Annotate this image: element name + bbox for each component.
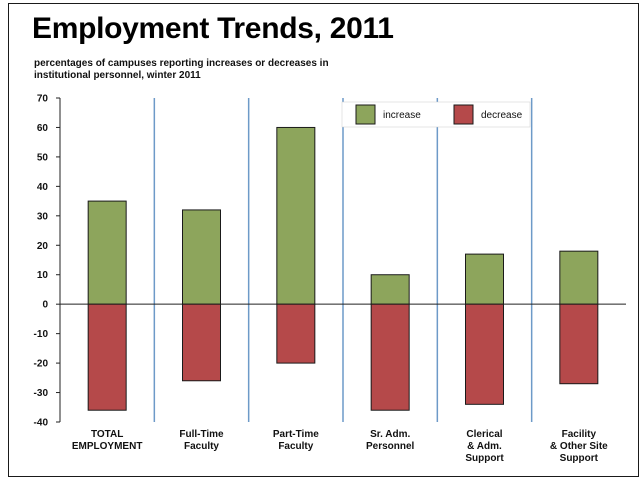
bar-decrease [276, 303, 316, 364]
x-category-label-line: & Adm. [467, 441, 502, 452]
bar-increase [370, 274, 410, 305]
bar-decrease [370, 303, 410, 411]
x-category-label-line: Facility [562, 429, 597, 440]
chart-title: Employment Trends, 2011 [32, 12, 394, 45]
bar-decrease [87, 303, 127, 411]
x-category-label-line: TOTAL [91, 429, 123, 440]
x-category-label: TOTAL EMPLOYMENT [72, 429, 143, 452]
y-tick-label: 0 [42, 300, 48, 311]
bar-decrease [465, 303, 504, 405]
y-tick-label: 40 [37, 182, 49, 193]
y-tick-label: -10 [34, 329, 49, 340]
x-category-label-line: Faculty [278, 441, 313, 452]
y-tick-label: -30 [34, 388, 49, 399]
x-category-label-line: Support [560, 453, 599, 464]
bar-increase [182, 209, 221, 305]
bar-increase [87, 200, 127, 305]
x-category-label: Facility & Other Site Support [550, 429, 608, 464]
x-category-label-line: & Other Site [550, 441, 608, 452]
legend-label-increase: increase [383, 110, 421, 121]
x-category-label-line: Sr. Adm. [370, 429, 410, 440]
legend-swatch-decrease [453, 104, 474, 125]
x-category-label: Sr. Adm. Personnel [366, 429, 415, 452]
legend-label-decrease: decrease [481, 110, 523, 121]
y-tick-label: 50 [37, 152, 49, 163]
bar-increase [559, 250, 599, 305]
x-category-label-line: EMPLOYMENT [72, 441, 143, 452]
y-tick-label: 70 [37, 94, 49, 105]
bar-increase [276, 126, 316, 305]
y-tick-label: -20 [34, 359, 49, 370]
chart-subtitle: percentages of campuses reporting increa… [34, 58, 329, 81]
x-category-label: Full-Time Faculty [179, 429, 224, 452]
x-category-label-line: Support [465, 453, 504, 464]
bar-decrease [182, 303, 221, 382]
x-category-label: Part-Time Faculty [273, 429, 319, 452]
bar-decrease [559, 303, 599, 385]
x-category-label: Clerical & Adm. Support [465, 429, 504, 464]
y-tick-label: 20 [37, 241, 49, 252]
x-category-label-line: Personnel [366, 441, 415, 452]
x-category-label-line: Faculty [184, 441, 219, 452]
x-category-label-line: Clerical [466, 429, 502, 440]
y-tick-label: 10 [37, 270, 49, 281]
y-tick-label: -40 [34, 418, 49, 429]
x-category-label-line: Part-Time [273, 429, 319, 440]
y-tick-label: 30 [37, 211, 49, 222]
x-category-label-line: Full-Time [179, 429, 224, 440]
bar-increase [465, 253, 504, 305]
y-tick-label: 60 [37, 123, 49, 134]
legend-swatch-increase [355, 104, 376, 125]
